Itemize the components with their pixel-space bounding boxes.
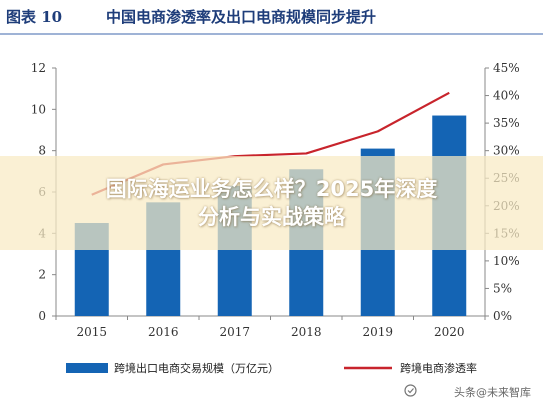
right-tick-label: 45% — [493, 61, 520, 75]
header-divider — [0, 33, 543, 35]
left-tick-label: 10 — [31, 102, 46, 116]
figure-number: 图表 10 — [6, 8, 63, 26]
right-tick-label: 35% — [493, 116, 520, 130]
figure-header: 图表 10 中国电商渗透率及出口电商规模同步提升 — [0, 0, 543, 36]
left-tick-label: 0 — [38, 309, 46, 323]
overlay-banner: 国际海运业务怎么样？2025年深度 分析与实战策略 — [0, 156, 543, 250]
x-tick-label: 2017 — [219, 325, 250, 339]
banner-line-2: 分析与实战策略 — [198, 205, 345, 229]
legend: 跨境出口电商交易规模（万亿元） 跨境电商渗透率 — [66, 361, 477, 375]
figure-title: 中国电商渗透率及出口电商规模同步提升 — [106, 8, 377, 26]
x-tick-label: 2016 — [148, 325, 179, 339]
left-tick-label: 12 — [31, 61, 46, 75]
right-tick-label: 0% — [493, 309, 512, 323]
x-axis-labels: 2015 2016 2017 2018 2019 2020 — [76, 325, 464, 339]
x-tick-label: 2015 — [76, 325, 107, 339]
legend-line-label: 跨境电商渗透率 — [400, 361, 477, 375]
right-tick-label: 5% — [493, 281, 512, 295]
right-tick-label: 10% — [493, 254, 520, 268]
right-tick-label: 30% — [493, 144, 520, 158]
x-tick-label: 2019 — [362, 325, 393, 339]
banner-line-1: 国际海运业务怎么样？2025年深度 — [105, 177, 438, 201]
watermark: 头条@未来智库 — [454, 386, 531, 399]
x-tick-label: 2020 — [434, 325, 465, 339]
watermark-logo-icon — [404, 384, 417, 397]
legend-bar-label: 跨境出口电商交易规模（万亿元） — [114, 361, 279, 375]
left-tick-label: 2 — [38, 268, 46, 282]
left-tick-label: 8 — [38, 144, 46, 158]
legend-bar-swatch — [66, 363, 108, 373]
right-tick-label: 40% — [493, 89, 520, 103]
x-tick-label: 2018 — [291, 325, 322, 339]
